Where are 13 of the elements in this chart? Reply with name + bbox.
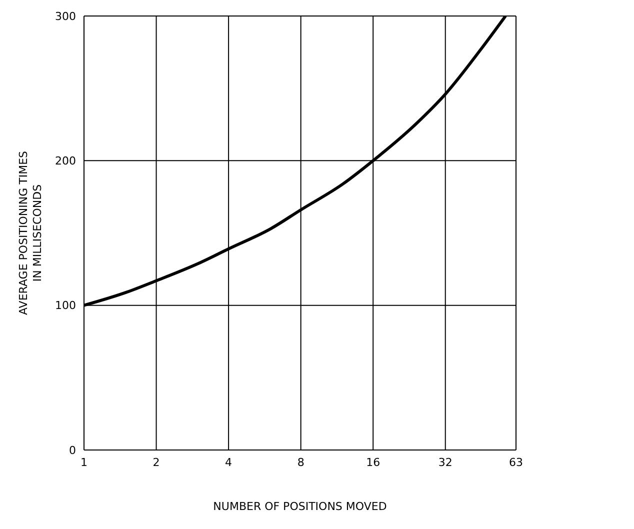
y-tick-label: 300 bbox=[55, 10, 76, 23]
x-tick-label: 2 bbox=[152, 456, 160, 469]
y-tick-label: 200 bbox=[55, 154, 76, 168]
x-tick-label: 63 bbox=[509, 456, 523, 469]
x-tick-label: 1 bbox=[80, 456, 88, 469]
x-tick-label: 4 bbox=[225, 456, 232, 469]
y-tick-label: 100 bbox=[55, 299, 76, 312]
y-axis-title: AVERAGE POSITIONING TIMES IN MILLISECONDS bbox=[17, 150, 44, 316]
x-axis-title: NUMBER OF POSITIONS MOVED bbox=[213, 500, 387, 513]
x-tick-label: 8 bbox=[297, 456, 304, 469]
y-tick-label: 0 bbox=[69, 444, 76, 457]
x-tick-label: 16 bbox=[366, 456, 380, 469]
x-tick-label: 32 bbox=[438, 456, 452, 469]
